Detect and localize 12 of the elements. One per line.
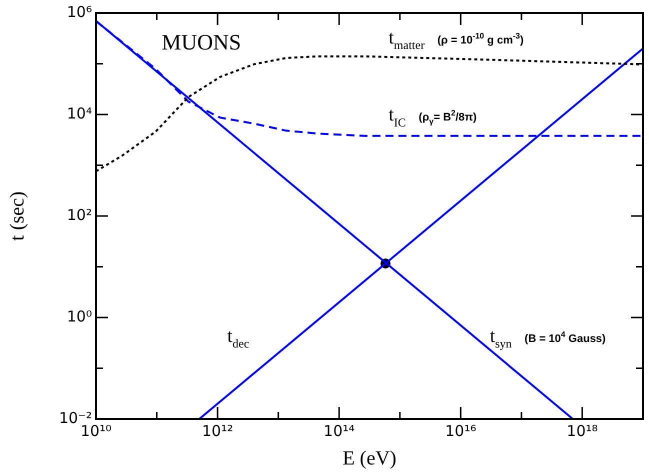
x-tick-label: 10¹⁰ (80, 422, 112, 440)
y-tick-label: 10⁰ (66, 307, 92, 326)
y-tick-label: 10² (66, 206, 92, 224)
x-tick-label: 10¹⁶ (445, 422, 476, 440)
x-tick-label: 10¹² (202, 422, 234, 440)
y-tick-label: 10⁴ (66, 104, 92, 122)
x-tick-label: 10¹⁴ (324, 422, 355, 440)
x-tick-label: 10¹⁸ (566, 422, 598, 440)
text: MUONS (162, 30, 242, 55)
y-tick-label: 10⁶ (66, 2, 92, 21)
y-axis-title: t (sec) (6, 191, 28, 241)
x-axis-title: E (eV) (342, 447, 396, 470)
